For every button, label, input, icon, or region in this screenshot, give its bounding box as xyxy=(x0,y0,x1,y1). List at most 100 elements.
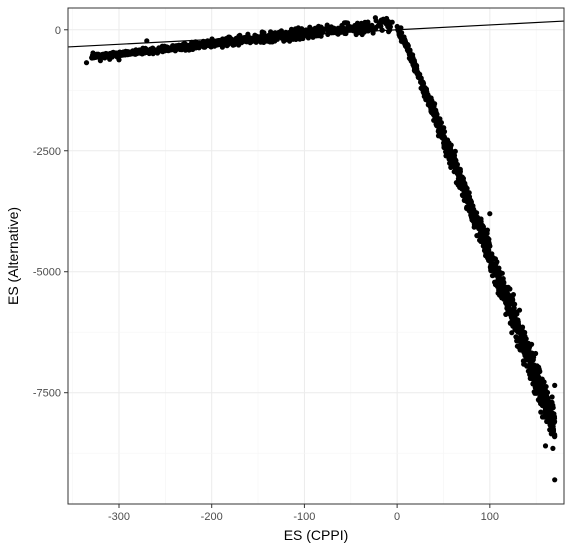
y-tick-label: -7500 xyxy=(33,388,61,400)
data-point xyxy=(116,57,122,63)
data-point xyxy=(510,300,516,306)
data-point xyxy=(397,33,403,40)
data-point xyxy=(420,80,426,86)
data-point xyxy=(198,41,204,47)
data-point xyxy=(261,30,267,36)
y-axis-title: ES (Alternative) xyxy=(5,207,21,305)
data-point xyxy=(533,350,539,357)
data-point xyxy=(297,35,303,41)
data-point xyxy=(487,211,493,217)
data-point xyxy=(321,26,327,32)
data-point xyxy=(482,245,488,251)
data-point xyxy=(457,166,463,172)
data-point xyxy=(511,305,517,311)
data-point xyxy=(191,44,197,50)
data-point xyxy=(185,44,191,50)
data-point xyxy=(163,44,170,50)
data-point xyxy=(495,284,501,290)
data-point xyxy=(223,42,229,48)
data-point xyxy=(97,58,103,64)
data-point xyxy=(132,48,138,54)
data-point xyxy=(441,133,447,139)
data-point xyxy=(474,233,480,239)
data-point xyxy=(219,37,226,43)
data-point xyxy=(509,319,515,326)
data-point xyxy=(479,232,485,238)
data-point xyxy=(495,269,501,275)
data-point xyxy=(545,405,551,411)
data-point xyxy=(506,302,512,308)
data-point xyxy=(516,307,523,313)
data-point xyxy=(549,394,555,400)
data-point xyxy=(519,324,526,330)
data-point xyxy=(487,253,493,259)
data-point xyxy=(418,75,424,81)
data-point xyxy=(446,149,452,156)
data-point xyxy=(511,312,517,318)
data-point xyxy=(423,86,429,92)
data-point xyxy=(247,37,253,43)
y-tick-label: 0 xyxy=(55,25,61,37)
data-point xyxy=(533,364,539,370)
data-point xyxy=(410,57,417,63)
data-point xyxy=(428,105,434,111)
data-point xyxy=(168,45,174,52)
x-axis: -300 -200 -100 0 100 xyxy=(108,504,499,523)
data-point xyxy=(350,25,356,31)
data-point xyxy=(353,31,359,38)
data-point xyxy=(499,287,505,293)
data-point xyxy=(474,214,480,220)
data-point xyxy=(152,48,158,54)
data-point xyxy=(414,67,420,73)
data-point xyxy=(474,210,480,216)
data-point xyxy=(202,42,208,48)
data-point xyxy=(551,419,557,425)
data-point xyxy=(90,50,96,56)
data-point xyxy=(460,178,466,184)
data-point xyxy=(522,339,528,346)
data-point xyxy=(489,264,495,270)
data-point xyxy=(219,44,225,50)
data-point xyxy=(468,212,474,218)
data-point xyxy=(487,258,493,264)
data-point xyxy=(274,36,280,42)
data-point xyxy=(342,30,348,36)
x-axis-title: ES (CPPI) xyxy=(284,527,349,543)
data-point xyxy=(548,431,554,437)
data-point xyxy=(260,34,266,41)
data-point xyxy=(499,295,505,301)
data-point xyxy=(254,38,261,44)
data-point xyxy=(509,295,515,301)
data-point xyxy=(354,22,360,28)
data-point xyxy=(361,21,367,27)
data-point xyxy=(552,477,558,483)
data-point xyxy=(181,45,187,51)
data-point xyxy=(122,50,128,56)
data-point xyxy=(459,182,465,188)
y-axis: 0 -2500 -5000 -7500 xyxy=(33,25,68,400)
data-point xyxy=(552,382,558,388)
data-point xyxy=(410,62,416,68)
data-point xyxy=(450,160,456,166)
data-point xyxy=(384,15,390,22)
data-point xyxy=(435,128,441,134)
data-point xyxy=(478,226,484,232)
data-point xyxy=(312,25,318,31)
data-point xyxy=(547,399,553,405)
data-point xyxy=(103,52,109,58)
data-point xyxy=(443,137,449,143)
y-tick-label: -5000 xyxy=(33,267,61,279)
data-point xyxy=(472,218,478,224)
data-point xyxy=(386,22,393,28)
data-point xyxy=(530,357,536,363)
data-point xyxy=(239,36,245,42)
data-point xyxy=(541,390,548,396)
data-point xyxy=(299,26,305,32)
data-point xyxy=(495,290,501,296)
data-point xyxy=(525,349,531,355)
data-point xyxy=(292,29,298,35)
data-point xyxy=(485,235,491,241)
data-point xyxy=(521,358,527,364)
data-point xyxy=(290,36,296,42)
